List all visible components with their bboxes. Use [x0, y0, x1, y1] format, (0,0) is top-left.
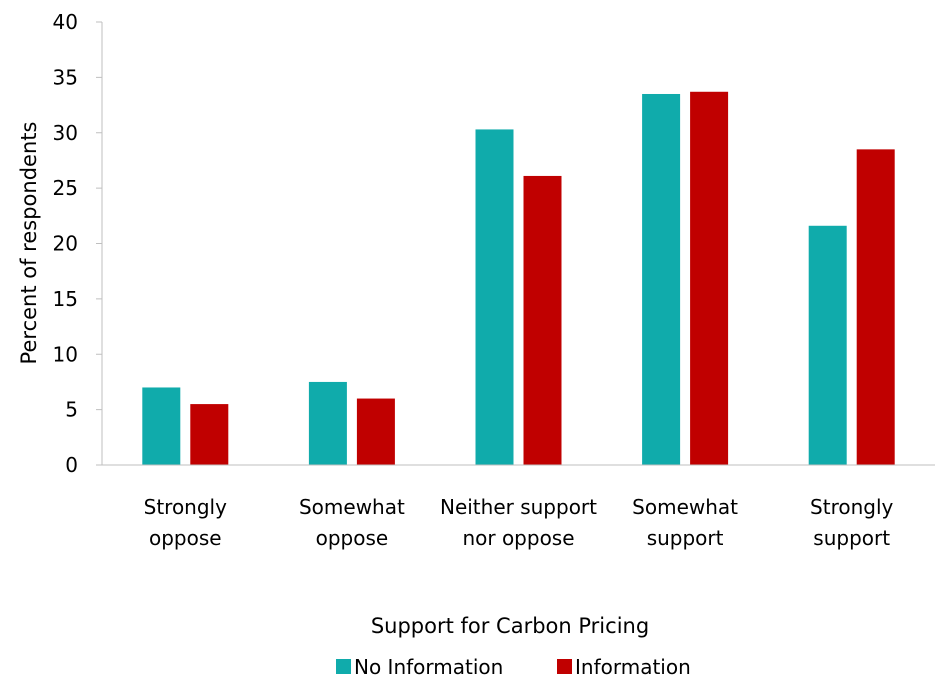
bar-information [856, 149, 895, 466]
x-category-label: support [813, 526, 890, 550]
bars [142, 91, 895, 466]
x-category-label: Strongly [810, 495, 893, 519]
y-tick-label: 5 [65, 398, 78, 422]
y-tick-label: 0 [65, 453, 78, 477]
x-category-label: nor oppose [462, 526, 574, 550]
legend-label: No Information [354, 655, 503, 679]
legend-swatch [336, 659, 351, 674]
legend: No Information Information [336, 655, 691, 679]
y-tick-label: 20 [53, 232, 78, 256]
y-tick-label: 35 [53, 65, 78, 89]
bar-no-information [308, 381, 347, 465]
y-tick-label: 10 [53, 342, 78, 366]
y-axis-title: Percent of respondents [17, 122, 41, 365]
bar-information [690, 91, 729, 466]
bar-no-information [642, 93, 681, 466]
x-category-label: support [647, 526, 724, 550]
legend-label: Information [575, 655, 691, 679]
x-category-label: Neither support [440, 495, 597, 519]
legend-swatch [557, 659, 572, 674]
y-axis: 0 5 10 15 20 25 30 35 40 [53, 10, 103, 477]
bar-no-information [142, 387, 181, 465]
x-category-label: oppose [149, 526, 222, 550]
bar-no-information [475, 129, 514, 466]
x-category-label: Strongly [144, 495, 227, 519]
x-category-label: oppose [316, 526, 389, 550]
x-category-label: Somewhat [632, 495, 738, 519]
x-axis-title: Support for Carbon Pricing [371, 614, 649, 638]
x-axis: Strongly oppose Somewhat oppose Neither supp… [102, 464, 935, 550]
bar-information [523, 175, 562, 465]
bar-information [356, 398, 395, 465]
x-category-label: Somewhat [299, 495, 405, 519]
y-tick-label: 25 [53, 176, 78, 200]
y-tick-label: 15 [53, 287, 78, 311]
y-tick-label: 40 [53, 10, 78, 34]
bar-no-information [808, 225, 847, 465]
y-tick-label: 30 [53, 121, 78, 145]
bar-information [190, 404, 229, 465]
